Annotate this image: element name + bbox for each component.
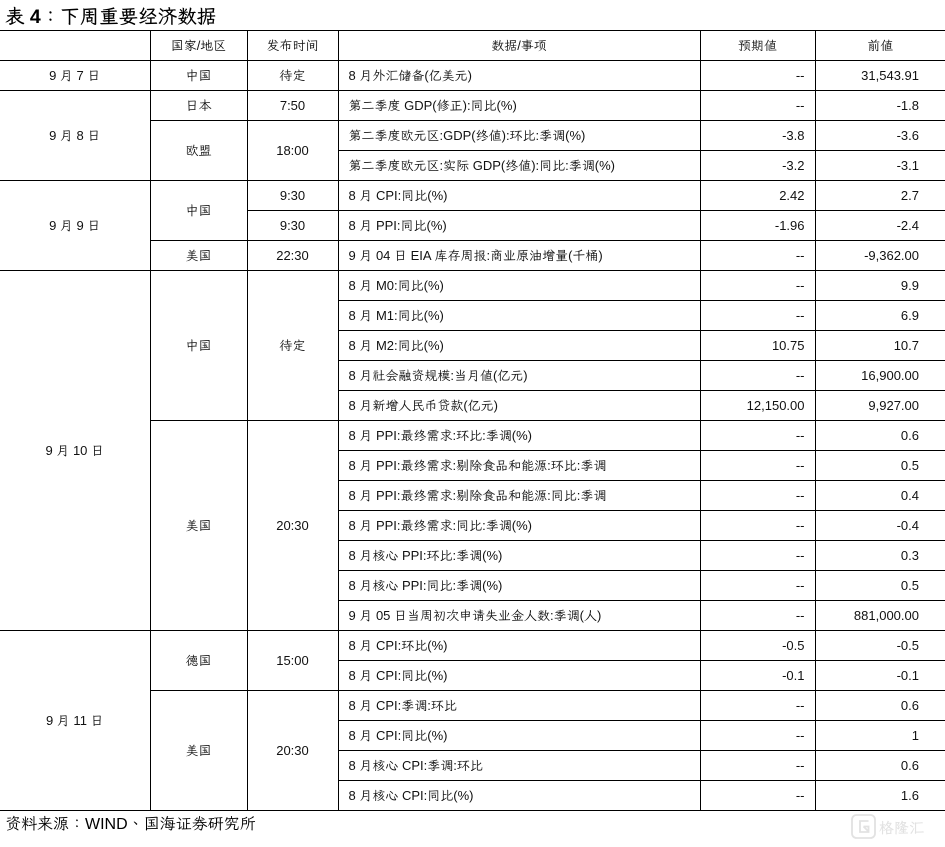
svg-text:格隆汇: 格隆汇 — [879, 820, 924, 837]
